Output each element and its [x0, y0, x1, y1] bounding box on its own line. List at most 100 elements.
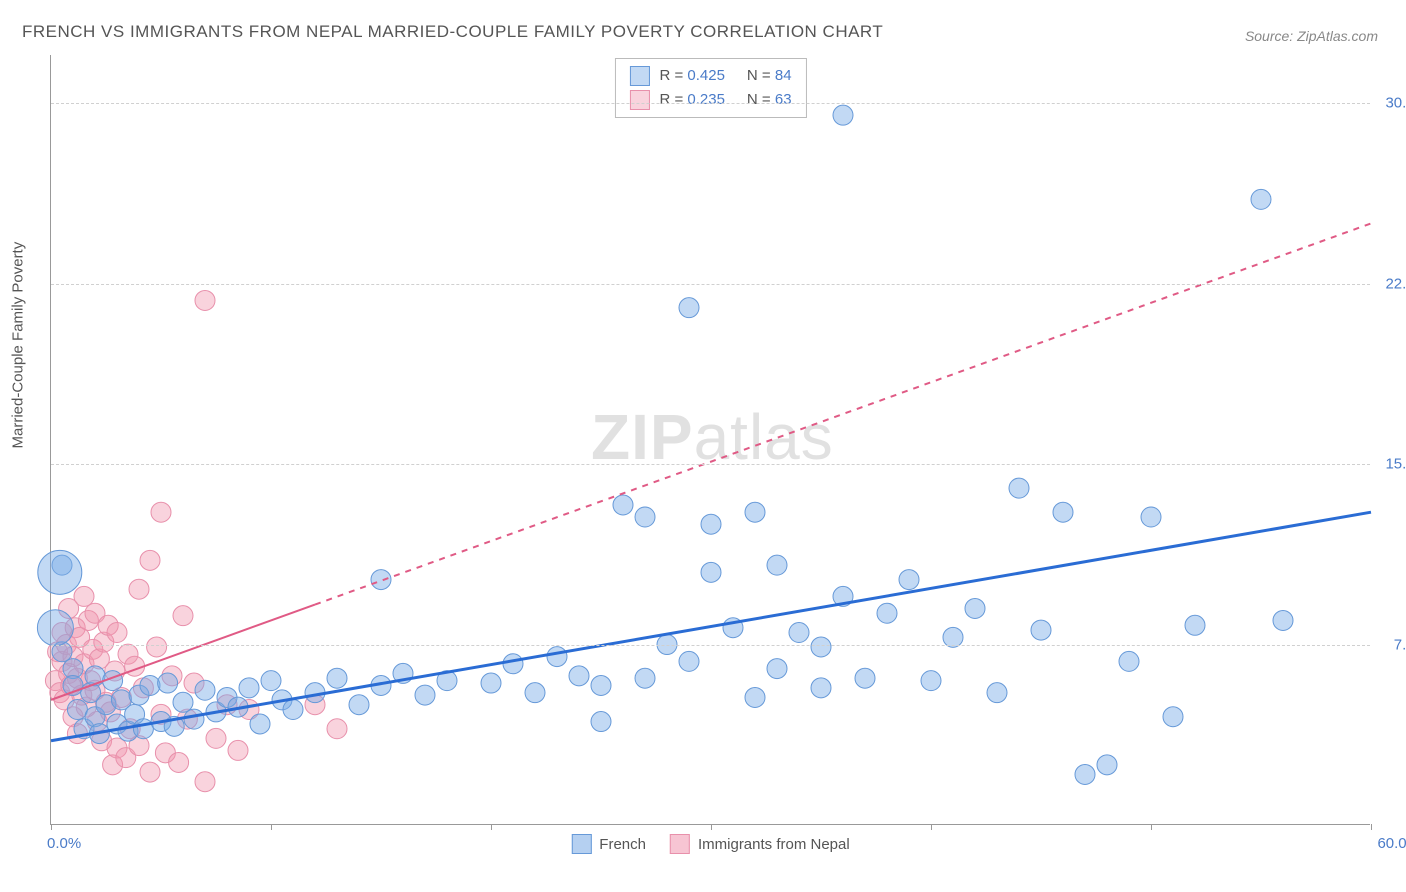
scatter-point	[1053, 502, 1073, 522]
scatter-point	[239, 678, 259, 698]
scatter-point	[591, 712, 611, 732]
scatter-point-large	[37, 610, 73, 646]
gridline-h	[51, 284, 1370, 285]
scatter-point	[195, 772, 215, 792]
scatter-point	[745, 687, 765, 707]
scatter-point	[767, 659, 787, 679]
plot-area: ZIPatlas R = 0.425N = 84R = 0.235N = 63 …	[50, 55, 1370, 825]
legend-swatch	[670, 834, 690, 854]
x-tick	[931, 824, 932, 830]
scatter-point	[679, 298, 699, 318]
legend-correlation-row: R = 0.425 N = 84	[629, 64, 791, 88]
scatter-point	[85, 666, 105, 686]
y-axis-title: Married-Couple Family Poverty	[10, 242, 27, 449]
scatter-point	[140, 550, 160, 570]
x-tick	[51, 824, 52, 830]
scatter-point	[129, 579, 149, 599]
scatter-point	[327, 719, 347, 739]
scatter-point	[184, 709, 204, 729]
scatter-point-large	[38, 550, 82, 594]
legend-correlation: R = 0.425 N = 84 R = 0.235 N = 63	[614, 58, 806, 118]
scatter-point	[107, 623, 127, 643]
scatter-point	[701, 562, 721, 582]
scatter-point	[67, 700, 87, 720]
scatter-point	[701, 514, 721, 534]
x-tick	[491, 824, 492, 830]
x-axis-max-label: 60.0%	[1377, 835, 1406, 852]
legend-swatch	[629, 66, 649, 86]
scatter-point	[283, 700, 303, 720]
scatter-point	[921, 671, 941, 691]
scatter-point	[811, 678, 831, 698]
legend-swatch	[571, 834, 591, 854]
trend-line-dashed	[315, 223, 1371, 604]
scatter-point	[899, 570, 919, 590]
scatter-point	[789, 623, 809, 643]
scatter-point	[206, 728, 226, 748]
scatter-point	[349, 695, 369, 715]
scatter-point	[635, 507, 655, 527]
scatter-point	[250, 714, 270, 734]
scatter-point	[74, 586, 94, 606]
y-tick-label: 15.0%	[1385, 456, 1406, 473]
legend-correlation-row: R = 0.235 N = 63	[629, 88, 791, 112]
gridline-h	[51, 645, 1370, 646]
legend-series-item: French	[571, 834, 646, 854]
scatter-point	[133, 719, 153, 739]
scatter-point	[1185, 615, 1205, 635]
legend-r-label: R = 0.425	[659, 64, 724, 88]
scatter-point	[261, 671, 281, 691]
scatter-point	[591, 675, 611, 695]
scatter-point	[767, 555, 787, 575]
scatter-point	[140, 675, 160, 695]
scatter-point	[228, 740, 248, 760]
scatter-point	[151, 502, 171, 522]
legend-n-label: N = 84	[747, 64, 792, 88]
scatter-point	[158, 673, 178, 693]
scatter-point	[833, 105, 853, 125]
x-tick	[1371, 824, 1372, 830]
scatter-point	[195, 680, 215, 700]
scatter-point	[503, 654, 523, 674]
scatter-point	[745, 502, 765, 522]
y-tick-label: 30.0%	[1385, 95, 1406, 112]
scatter-point	[679, 651, 699, 671]
scatter-point	[1097, 755, 1117, 775]
scatter-point	[481, 673, 501, 693]
legend-n-label: N = 63	[747, 88, 792, 112]
scatter-point	[327, 668, 347, 688]
scatter-point	[169, 752, 189, 772]
scatter-point	[987, 683, 1007, 703]
scatter-point	[147, 637, 167, 657]
scatter-point	[1075, 764, 1095, 784]
scatter-point	[173, 606, 193, 626]
scatter-point	[547, 647, 567, 667]
scatter-point	[1009, 478, 1029, 498]
legend-series: French Immigrants from Nepal	[571, 834, 849, 854]
scatter-point	[140, 762, 160, 782]
scatter-point	[635, 668, 655, 688]
scatter-point	[195, 290, 215, 310]
scatter-point	[1141, 507, 1161, 527]
y-tick-label: 7.5%	[1394, 636, 1406, 653]
scatter-point	[811, 637, 831, 657]
scatter-point	[1031, 620, 1051, 640]
y-tick-label: 22.5%	[1385, 275, 1406, 292]
x-tick	[1151, 824, 1152, 830]
legend-series-item: Immigrants from Nepal	[670, 834, 850, 854]
scatter-point	[1119, 651, 1139, 671]
scatter-point	[877, 603, 897, 623]
scatter-point	[855, 668, 875, 688]
gridline-h	[51, 464, 1370, 465]
x-tick	[271, 824, 272, 830]
legend-r-label: R = 0.235	[659, 88, 724, 112]
scatter-point	[371, 570, 391, 590]
legend-series-label: French	[599, 836, 646, 853]
scatter-point	[525, 683, 545, 703]
legend-swatch	[629, 90, 649, 110]
scatter-point	[415, 685, 435, 705]
gridline-h	[51, 103, 1370, 104]
scatter-point	[569, 666, 589, 686]
chart-title: FRENCH VS IMMIGRANTS FROM NEPAL MARRIED-…	[22, 22, 883, 42]
legend-series-label: Immigrants from Nepal	[698, 836, 850, 853]
